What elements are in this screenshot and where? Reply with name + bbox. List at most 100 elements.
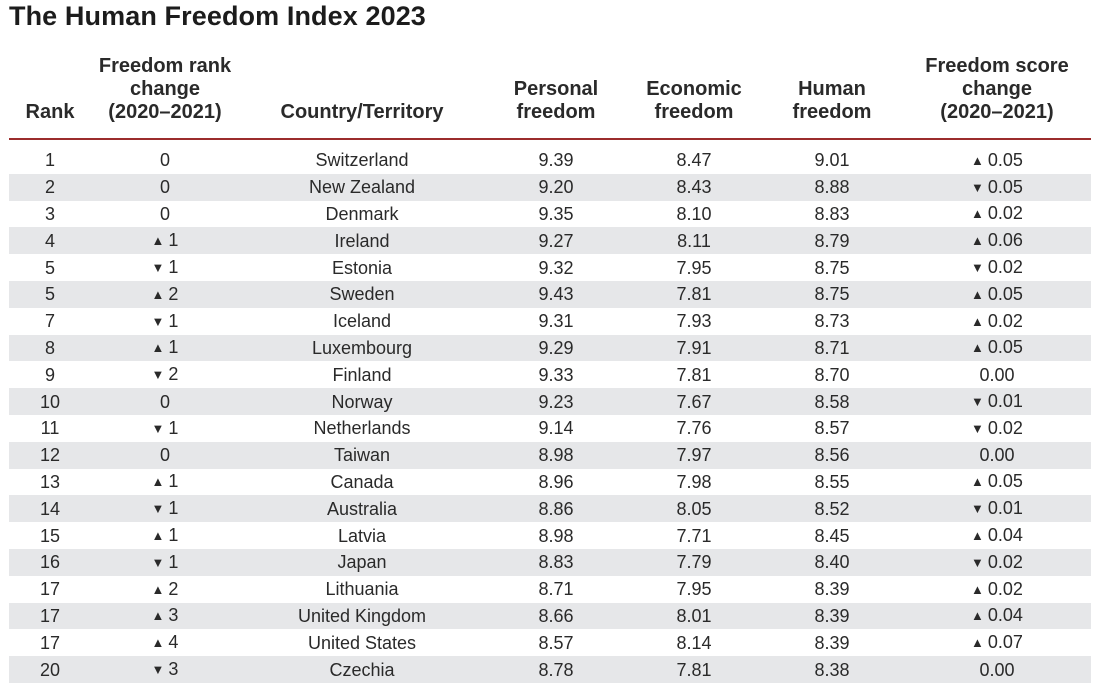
cell-country: Lithuania — [325, 579, 399, 600]
cell-rank: 5 — [9, 280, 91, 308]
arrow-up-icon: ▲ — [151, 528, 165, 544]
cell-human-freedom: 8.71 — [761, 334, 903, 362]
cell-rank: 8 — [9, 334, 91, 362]
table-row: 4 ▲ 1 Ireland 9.27 8.11 8.79 ▲ 0.06 — [9, 227, 1091, 255]
cell-score-change-value: 0.00 — [979, 364, 1015, 385]
header-spacer — [9, 139, 1091, 147]
table-row: 12 0 Taiwan 8.98 7.97 8.56 0.00 — [9, 441, 1091, 469]
cell-rank: 17 — [39, 632, 61, 653]
cell-rank-change-value: 0 — [159, 203, 170, 224]
cell-rank-change: 0 — [91, 388, 239, 415]
cell-rank-change: ▲ 3 — [91, 602, 239, 630]
header-human-line1: Human — [798, 78, 866, 100]
cell-rank: 4 — [9, 227, 91, 255]
cell-personal-freedom: 9.39 — [538, 150, 574, 171]
cell-economic-freedom: 8.10 — [676, 203, 712, 224]
table-row: 10 0 Norway 9.23 7.67 8.58 ▼ 0.01 — [9, 388, 1091, 415]
header-rank-change-line2: change — [129, 78, 201, 100]
cell-rank-change-value: 0 — [159, 150, 170, 171]
cell-country: Ireland — [239, 227, 485, 255]
cell-rank: 20 — [9, 656, 91, 683]
cell-rank-change-value: 1 — [168, 310, 179, 331]
cell-human-freedom: 8.70 — [814, 364, 850, 385]
cell-economic-freedom: 7.81 — [627, 656, 761, 683]
cell-rank-change-value: 1 — [168, 525, 179, 546]
cell-country: Latvia — [337, 525, 387, 546]
cell-country: Canada — [330, 471, 394, 492]
cell-human-freedom: 9.01 — [814, 150, 850, 171]
cell-human-freedom: 8.45 — [814, 525, 850, 546]
table-row: 8 ▲ 1 Luxembourg 9.29 7.91 8.71 ▲ 0.05 — [9, 334, 1091, 362]
cell-country: Taiwan — [239, 441, 485, 469]
cell-rank: 11 — [40, 418, 60, 439]
cell-score-change-value: 0.02 — [987, 578, 1023, 599]
cell-rank-change: ▲ 2 — [91, 576, 239, 603]
cell-human-freedom: 8.58 — [761, 388, 903, 415]
cell-country: New Zealand — [239, 173, 485, 201]
cell-country: Sweden — [239, 280, 485, 308]
arrow-up-icon: ▲ — [971, 206, 984, 222]
cell-rank-change-value: 2 — [168, 578, 179, 599]
header-rank-change-line1: Freedom rank — [98, 55, 232, 77]
arrow-up-icon: ▲ — [971, 152, 984, 168]
cell-human-freedom: 8.73 — [814, 311, 850, 332]
cell-economic-freedom: 8.11 — [627, 227, 761, 255]
cell-score-change: ▲ 0.02 — [903, 308, 1091, 335]
cell-economic-freedom: 8.01 — [627, 602, 761, 630]
cell-rank-change: ▼ 1 — [91, 495, 239, 523]
table-header: Rank Freedom rank change (2020–2021) Cou… — [9, 48, 1091, 140]
cell-personal-freedom: 9.32 — [538, 257, 574, 278]
cell-rank-change-value: 1 — [168, 417, 179, 438]
cell-country: Estonia — [331, 257, 393, 278]
cell-score-change-value: 0.02 — [987, 203, 1023, 224]
table-row: 7 ▼ 1 Iceland 9.31 7.93 8.73 ▲ 0.02 — [9, 308, 1091, 335]
cell-score-change-value: 0.00 — [979, 445, 1015, 466]
cell-rank: 17 — [9, 602, 91, 630]
arrow-down-icon: ▼ — [971, 501, 984, 517]
cell-personal-freedom: 8.57 — [538, 632, 574, 653]
cell-country: Switzerland — [315, 150, 409, 171]
cell-human-freedom: 8.55 — [814, 471, 850, 492]
cell-human-freedom: 8.79 — [761, 227, 903, 255]
cell-score-change-value: 0.07 — [987, 632, 1023, 653]
cell-economic-freedom: 7.93 — [676, 311, 712, 332]
arrow-down-icon: ▼ — [971, 394, 984, 410]
cell-score-change-value: 0.04 — [987, 605, 1023, 626]
cell-economic-freedom: 7.81 — [676, 364, 712, 385]
header-rank-label: Rank — [25, 101, 75, 123]
cell-rank-change: ▼ 1 — [91, 308, 239, 335]
table-row: 3 0 Denmark 9.35 8.10 8.83 ▲ 0.02 — [9, 201, 1091, 228]
cell-rank-change: ▼ 1 — [91, 415, 239, 442]
arrow-up-icon: ▲ — [151, 340, 165, 356]
cell-country: Denmark — [325, 203, 399, 224]
cell-economic-freedom: 7.79 — [627, 548, 761, 576]
arrow-down-icon: ▼ — [971, 260, 984, 276]
header-economic-line1: Economic — [646, 78, 742, 100]
cell-human-freedom: 8.39 — [761, 602, 903, 630]
cell-economic-freedom: 8.14 — [676, 632, 712, 653]
cell-economic-freedom: 7.91 — [627, 334, 761, 362]
cell-country: Iceland — [332, 311, 392, 332]
header-rank-change: Freedom rank change (2020–2021) — [91, 48, 239, 140]
cell-human-freedom: 8.88 — [761, 173, 903, 201]
cell-score-change-value: 0.00 — [979, 659, 1015, 680]
arrow-up-icon: ▲ — [151, 286, 165, 302]
page-title: The Human Freedom Index 2023 — [9, 1, 426, 31]
table-row: 14 ▼ 1 Australia 8.86 8.05 8.52 ▼ 0.01 — [9, 495, 1091, 523]
cell-human-freedom: 8.38 — [761, 656, 903, 683]
cell-personal-freedom: 9.31 — [538, 311, 574, 332]
cell-rank-change-value: 2 — [168, 283, 179, 304]
arrow-down-icon: ▼ — [151, 420, 165, 436]
table-row: 5 ▲ 2 Sweden 9.43 7.81 8.75 ▲ 0.05 — [9, 280, 1091, 308]
cell-personal-freedom: 9.14 — [538, 418, 574, 439]
table-row: 1 0 Switzerland 9.39 8.47 9.01 ▲ 0.05 — [9, 147, 1091, 174]
cell-rank: 15 — [39, 525, 61, 546]
arrow-up-icon: ▲ — [971, 528, 984, 544]
cell-score-change-value: 0.02 — [987, 257, 1023, 278]
cell-country: Netherlands — [313, 418, 411, 439]
cell-personal-freedom: 9.33 — [538, 364, 574, 385]
cell-rank-change-value: 2 — [168, 364, 179, 385]
cell-rank-change-value: 0 — [159, 445, 170, 466]
header-personal-freedom: Personal freedom — [485, 48, 627, 140]
cell-country: United States — [307, 632, 417, 653]
